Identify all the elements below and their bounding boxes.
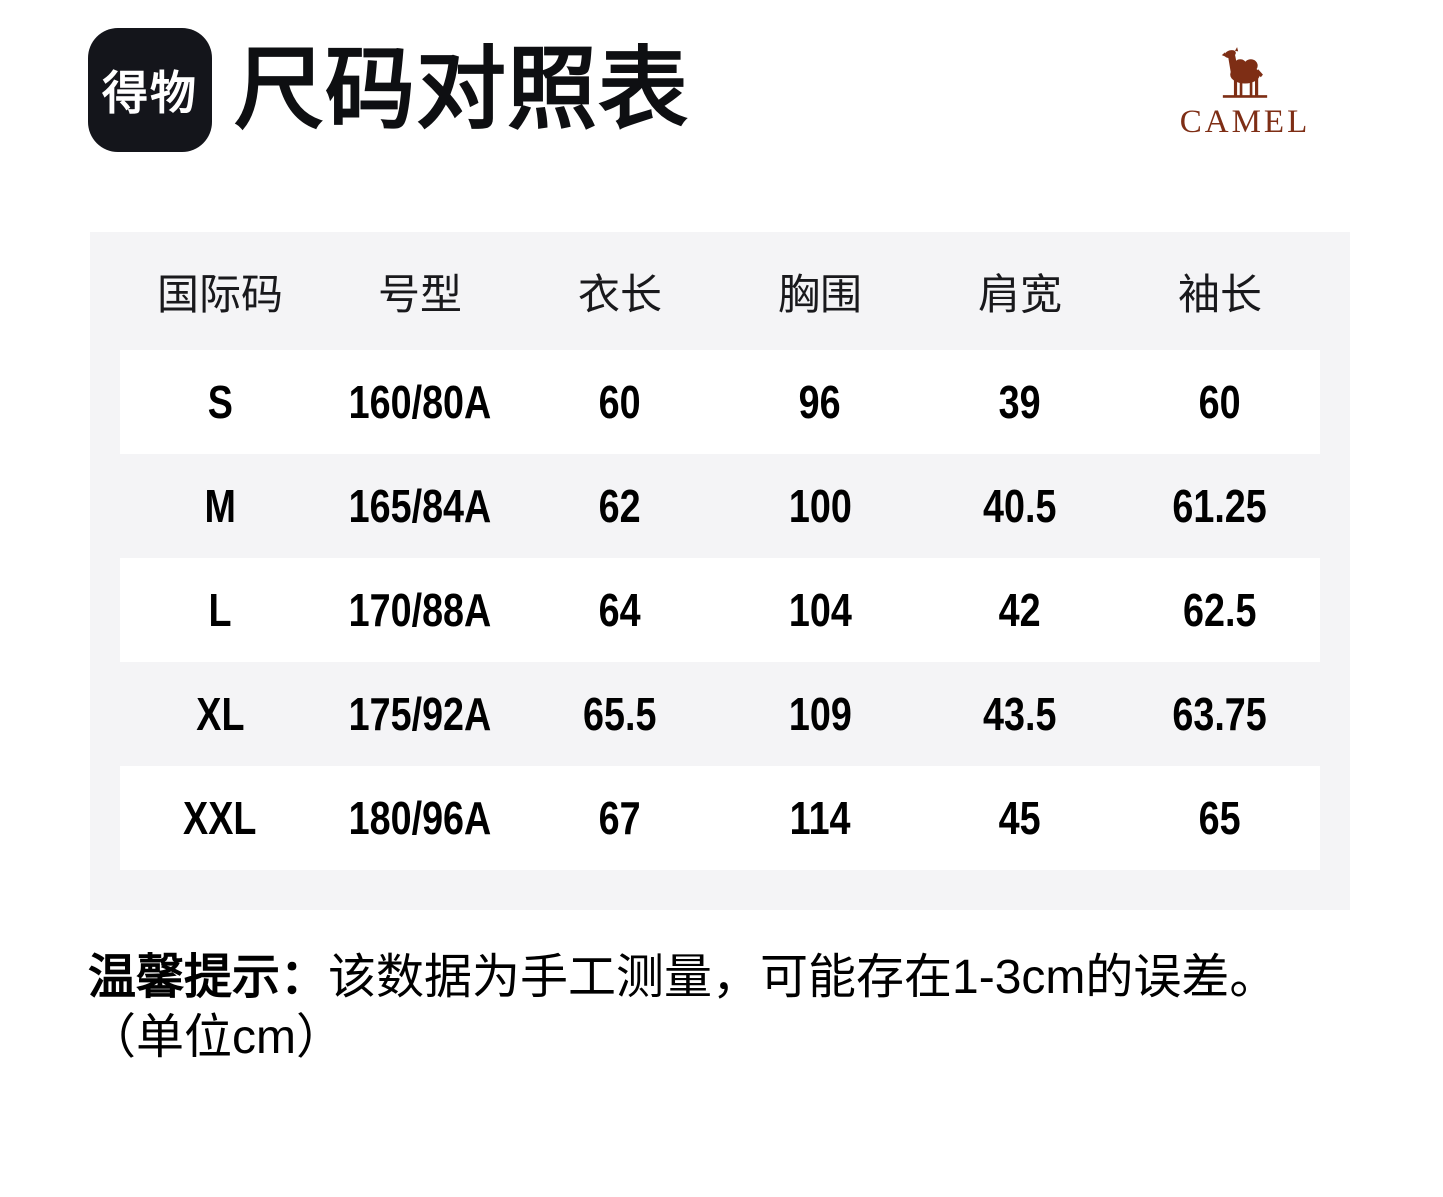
- table-cell: 39: [999, 376, 1041, 428]
- table-cell: 42: [999, 584, 1041, 636]
- table-cell: 62.5: [1183, 584, 1257, 636]
- table-cell: 100: [788, 480, 852, 532]
- dewu-logo-text: 得物: [102, 67, 198, 119]
- table-cell: 62: [599, 480, 641, 532]
- column-header-chest: 胸围: [777, 270, 862, 318]
- table-cell: 65.5: [583, 688, 657, 740]
- table-cell: 65: [1199, 792, 1241, 844]
- table-cell: 63.75: [1172, 688, 1268, 740]
- table-row-s: S 160/80A 60 96 39 60: [120, 350, 1320, 454]
- table-cell: 109: [788, 688, 852, 740]
- page-title: 尺码对照表: [234, 40, 689, 140]
- table-cell: 43.5: [983, 688, 1057, 740]
- camel-icon: [1221, 47, 1268, 98]
- table-cell: M: [204, 480, 236, 532]
- table-cell: 40.5: [983, 480, 1057, 532]
- table-cell: 170/88A: [348, 584, 492, 636]
- table-cell: 61.25: [1172, 480, 1268, 532]
- table-cell: 96: [799, 376, 841, 428]
- table-cell: XL: [195, 688, 245, 740]
- table-cell: 45: [999, 792, 1041, 844]
- column-header-garment-length: 衣长: [577, 270, 662, 318]
- table-cell: 104: [788, 584, 852, 636]
- measurement-note: 温馨提示：该数据为手工测量，可能存在1-3cm的误差。 （单位cm）: [88, 948, 1277, 1068]
- table-cell: L: [208, 584, 232, 636]
- table-cell: XXL: [183, 792, 257, 844]
- size-table: 国际码 号型 衣长 胸围 肩宽 袖长 S 160/80A 60 96 39 60 M 165/…: [90, 232, 1350, 910]
- column-header-intl-size: 国际码: [156, 270, 283, 318]
- table-row-m: M 165/84A 62 100 40.5 61.25: [120, 454, 1320, 558]
- table-cell: 114: [789, 792, 851, 844]
- camel-brand-logo: CAMEL: [1170, 44, 1320, 141]
- column-header-shoulder-width: 肩宽: [977, 270, 1062, 318]
- column-header-model: 号型: [377, 270, 462, 318]
- note-label: 温馨提示：: [88, 951, 329, 1004]
- table-row-xxl: XXL 180/96A 67 114 45 65: [120, 766, 1320, 870]
- dewu-app-logo: 得物: [88, 28, 212, 152]
- table-cell: 165/84A: [348, 480, 492, 532]
- column-header-sleeve-length: 袖长: [1177, 270, 1262, 318]
- table-cell: 180/96A: [348, 792, 492, 844]
- note-unit: （单位cm）: [88, 1011, 344, 1064]
- table-cell: 60: [599, 376, 641, 428]
- table-cell: 60: [1199, 376, 1241, 428]
- table-row-xl: XL 175/92A 65.5 109 43.5 63.75: [120, 662, 1320, 766]
- table-cell: 160/80A: [348, 376, 492, 428]
- table-cell: 64: [599, 584, 641, 636]
- table-cell: 175/92A: [348, 688, 492, 740]
- camel-brand-name: CAMEL: [1179, 104, 1311, 140]
- table-header-row: 国际码 号型 衣长 胸围 肩宽 袖长: [90, 232, 1350, 350]
- table-body: S 160/80A 60 96 39 60 M 165/84A 62 100 40.5 61.25 L 1…: [90, 350, 1350, 870]
- note-text: 该数据为手工测量，可能存在1-3cm的误差。: [328, 951, 1278, 1004]
- table-cell: S: [207, 376, 233, 428]
- table-row-l: L 170/88A 64 104 42 62.5: [120, 558, 1320, 662]
- table-cell: 67: [599, 792, 641, 844]
